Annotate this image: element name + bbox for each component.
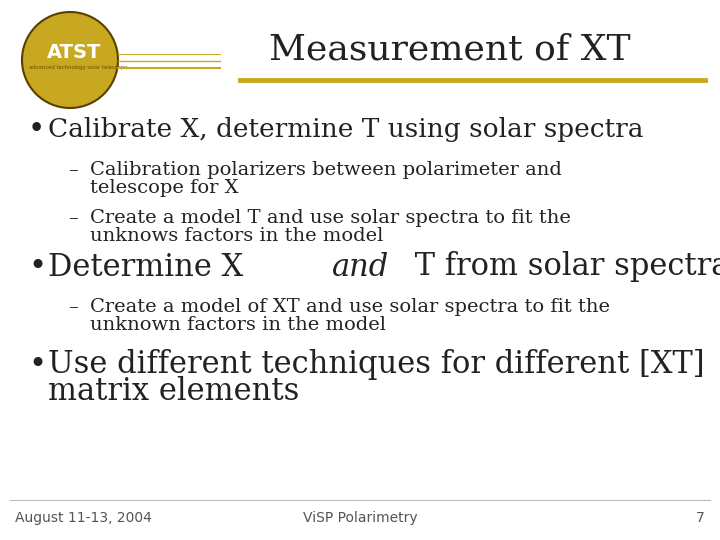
Text: unknown factors in the model: unknown factors in the model <box>90 316 386 334</box>
Text: ATST: ATST <box>47 43 102 62</box>
Text: and: and <box>332 252 390 282</box>
Text: •: • <box>28 349 46 381</box>
Text: August 11-13, 2004: August 11-13, 2004 <box>15 511 152 525</box>
Text: unknows factors in the model: unknows factors in the model <box>90 227 383 245</box>
Text: –: – <box>68 161 78 179</box>
Text: advanced technology solar telescope: advanced technology solar telescope <box>29 65 127 71</box>
Text: Create a model T and use solar spectra to fit the: Create a model T and use solar spectra t… <box>90 209 571 227</box>
Text: Determine X: Determine X <box>48 252 253 282</box>
Text: –: – <box>68 298 78 316</box>
Text: matrix elements: matrix elements <box>48 375 300 407</box>
Text: Calibrate X, determine T using solar spectra: Calibrate X, determine T using solar spe… <box>48 118 644 143</box>
Text: telescope for X: telescope for X <box>90 179 238 197</box>
Ellipse shape <box>22 12 118 108</box>
Text: T from solar spectra: T from solar spectra <box>405 252 720 282</box>
Text: ViSP Polarimetry: ViSP Polarimetry <box>302 511 418 525</box>
Text: –: – <box>68 209 78 227</box>
Text: 7: 7 <box>696 511 705 525</box>
Text: Measurement of XT: Measurement of XT <box>269 33 631 67</box>
Text: Create a model of XT and use solar spectra to fit the: Create a model of XT and use solar spect… <box>90 298 610 316</box>
Text: Calibration polarizers between polarimeter and: Calibration polarizers between polarimet… <box>90 161 562 179</box>
Text: •: • <box>28 252 46 282</box>
Text: •: • <box>28 116 45 144</box>
Text: Use different techniques for different [XT]: Use different techniques for different [… <box>48 349 705 381</box>
